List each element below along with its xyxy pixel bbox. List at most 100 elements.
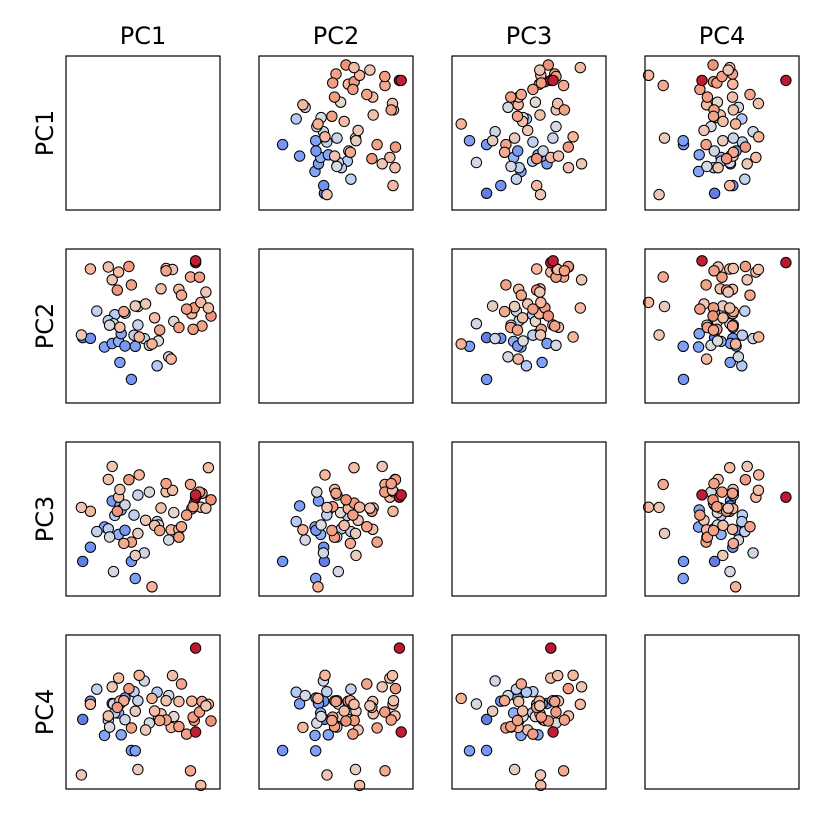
data-point [364, 502, 376, 514]
data-point [133, 669, 145, 681]
data-point [114, 483, 126, 496]
data-point [111, 701, 124, 714]
data-point [701, 91, 714, 103]
data-point [133, 469, 145, 481]
data-point [701, 160, 713, 173]
data-point [657, 478, 669, 491]
data-point [163, 534, 175, 546]
data-point [119, 499, 131, 511]
data-point [326, 110, 338, 123]
data-point [658, 527, 671, 540]
data-point [312, 118, 324, 130]
data-point [321, 188, 333, 201]
data-point [344, 537, 357, 550]
data-point [187, 323, 199, 335]
data-point [547, 132, 559, 144]
panel-pc1-vs-pc2 [258, 55, 414, 211]
data-point [123, 474, 135, 486]
panel-pc4-vs-pc1 [65, 634, 221, 792]
data-point [327, 77, 339, 89]
data-point [534, 329, 547, 341]
data-point [515, 678, 527, 690]
data-point [118, 537, 130, 550]
data-point [376, 158, 388, 170]
data-point [347, 83, 359, 96]
panel-frame [451, 441, 607, 597]
data-point [534, 188, 547, 201]
data-point [293, 500, 306, 512]
data-point [371, 138, 383, 151]
data-point [312, 581, 324, 593]
data-point [558, 714, 571, 726]
data-point [180, 509, 193, 521]
data-point [744, 521, 756, 533]
data-point [371, 536, 383, 548]
data-point [297, 721, 309, 734]
data-point [677, 135, 689, 147]
data-point [106, 274, 118, 286]
data-point [387, 179, 399, 192]
data-point [574, 302, 586, 314]
data-point [376, 460, 388, 473]
data-point [726, 487, 739, 499]
data-point [361, 88, 373, 101]
data-point [148, 705, 161, 717]
data-point [708, 265, 720, 277]
data-point [155, 283, 167, 295]
data-point [741, 158, 753, 170]
data-point [527, 83, 539, 96]
data-point [717, 115, 729, 128]
data-point [505, 91, 517, 103]
data-point [317, 547, 330, 559]
data-point [511, 714, 524, 727]
data-point [276, 555, 289, 568]
data-point [125, 722, 138, 734]
data-point [549, 695, 561, 708]
data-point [297, 524, 309, 536]
data-point [132, 763, 144, 776]
data-point [189, 255, 202, 267]
data-point [753, 131, 765, 143]
data-point [321, 769, 333, 781]
data-point [186, 695, 198, 707]
data-point [329, 150, 341, 162]
data-point [708, 477, 720, 490]
data-point [389, 162, 401, 174]
data-point [498, 146, 511, 159]
data-point [202, 462, 215, 474]
data-point [98, 729, 111, 742]
data-point [724, 302, 736, 314]
data-point [173, 720, 185, 733]
panel-frame [258, 634, 414, 790]
data-point [658, 300, 671, 313]
data-point [708, 555, 721, 568]
data-point [75, 769, 88, 781]
data-point [133, 331, 145, 343]
data-point [542, 59, 554, 71]
data-point [290, 515, 302, 528]
data-point [542, 310, 554, 322]
data-point [331, 160, 343, 173]
data-point [160, 695, 172, 707]
data-point [293, 698, 306, 710]
data-point [91, 683, 103, 695]
data-point [752, 263, 765, 276]
data-point [739, 260, 752, 273]
data-point [349, 527, 362, 540]
data-point [84, 541, 97, 553]
data-point [326, 714, 338, 727]
data-point [455, 118, 467, 130]
data-point [129, 549, 142, 562]
data-point [463, 745, 476, 757]
data-point [567, 131, 579, 143]
data-point [331, 132, 343, 144]
data-point [103, 531, 116, 543]
data-point [549, 320, 561, 332]
data-point [642, 296, 655, 309]
data-point [132, 695, 144, 707]
data-point [123, 682, 135, 695]
data-point [557, 765, 570, 777]
data-point [125, 279, 138, 291]
data-point [338, 519, 350, 532]
panel-pc4-vs-pc3 [451, 634, 607, 792]
